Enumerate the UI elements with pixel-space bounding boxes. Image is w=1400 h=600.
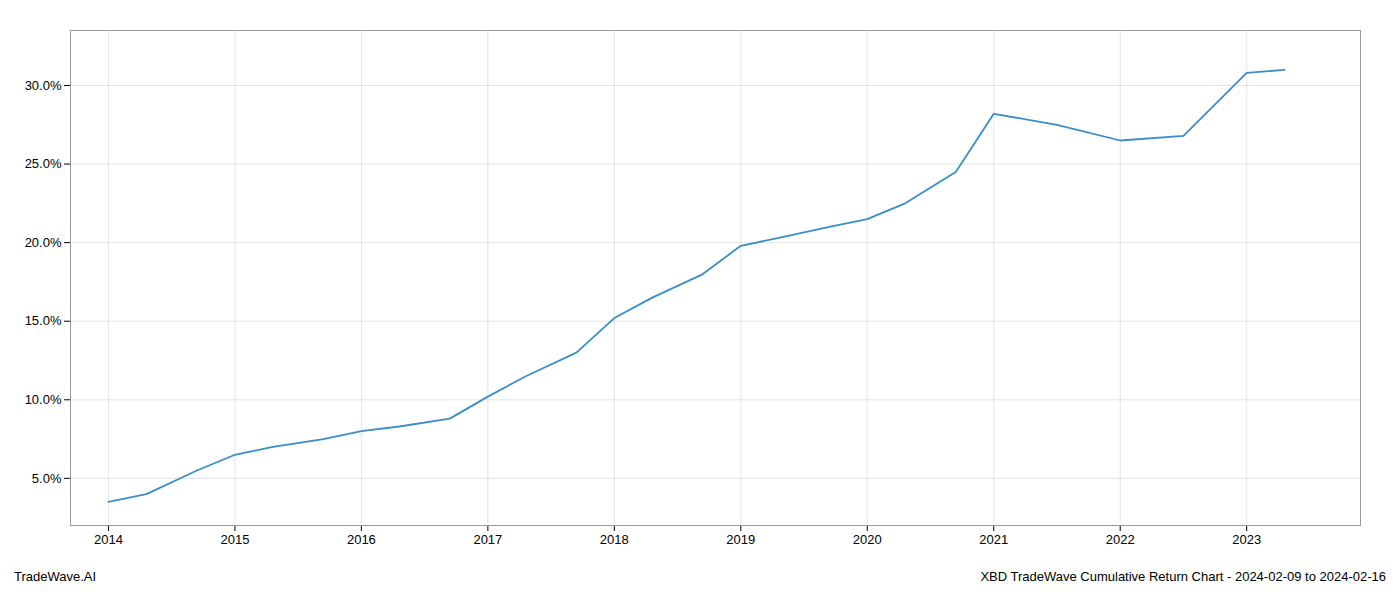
svg-text:2017: 2017: [473, 532, 502, 547]
html-text:TradeWave.AI: TradeWave.AI: [14, 569, 97, 584]
svg-text:2018: 2018: [600, 532, 629, 547]
svg-text:2016: 2016: [347, 532, 376, 547]
svg-text:5.0%: 5.0%: [32, 471, 62, 486]
svg-text:2020: 2020: [853, 532, 882, 547]
svg-text:15.0%: 15.0%: [25, 313, 62, 328]
svg-text:2021: 2021: [979, 532, 1008, 547]
svg-text:30.0%: 30.0%: [25, 78, 62, 93]
html-text:XBD TradeWave Cumulative Retur: XBD TradeWave Cumulative Return Chart - …: [980, 569, 1386, 584]
svg-text:20.0%: 20.0%: [25, 235, 62, 250]
svg-text:25.0%: 25.0%: [25, 156, 62, 171]
svg-text:2019: 2019: [726, 532, 755, 547]
svg-text:10.0%: 10.0%: [25, 392, 62, 407]
svg-text:2023: 2023: [1232, 532, 1261, 547]
svg-text:2014: 2014: [94, 532, 123, 547]
svg-text:2022: 2022: [1106, 532, 1135, 547]
svg-text:2015: 2015: [220, 532, 249, 547]
